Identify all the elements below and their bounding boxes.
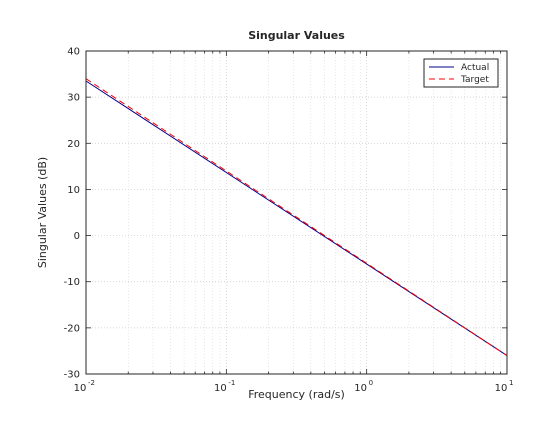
x-tick-label: 10	[214, 383, 227, 394]
x-tick-exponent: -1	[228, 379, 235, 387]
x-tick-exponent: -2	[88, 379, 95, 387]
series-line-target	[85, 78, 508, 356]
x-tick-label: 10	[354, 383, 367, 394]
plot-area	[86, 51, 507, 374]
y-axis-label: Singular Values (dB)	[36, 157, 49, 268]
legend-box	[423, 58, 499, 88]
grid	[85, 51, 508, 374]
legend-label-actual: Actual	[461, 63, 489, 73]
x-tick-label: 10	[74, 383, 87, 394]
y-tick-label: -30	[64, 370, 80, 381]
legend-label-target: Target	[460, 75, 489, 85]
x-axis-label: Frequency (rad/s)	[248, 388, 345, 401]
y-tick-label: 40	[67, 47, 80, 58]
y-tick-label: 20	[67, 139, 80, 150]
plot-frame	[85, 50, 508, 375]
y-tick-label: -20	[64, 323, 80, 334]
legend: Actual Target	[423, 58, 499, 88]
series-layer	[85, 78, 508, 356]
x-tick-label: 10	[495, 383, 508, 394]
y-tick-label: -10	[64, 277, 80, 288]
y-tick-label: 10	[67, 185, 80, 196]
x-tick-exponent: 1	[509, 379, 513, 387]
y-tick-label: 30	[67, 93, 80, 104]
x-tick-exponent: 0	[369, 379, 373, 387]
chart-title: Singular Values	[248, 29, 345, 42]
y-tick-label: 0	[74, 231, 80, 242]
